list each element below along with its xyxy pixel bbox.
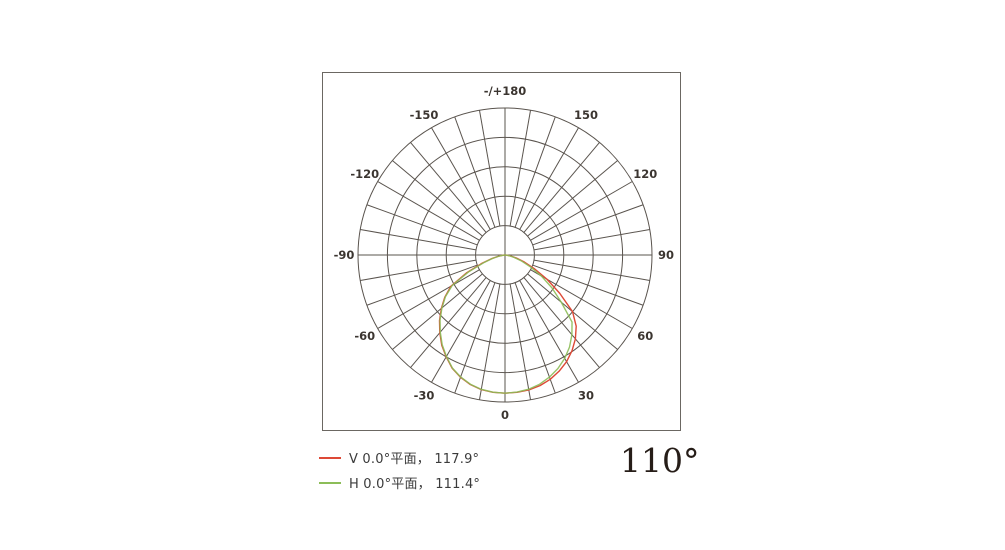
- legend-line-v-icon: [319, 456, 341, 459]
- curve-h: [439, 254, 573, 394]
- angle-tick-0: 0: [501, 408, 509, 422]
- angle-tick--60: -60: [354, 329, 375, 343]
- angle-tick--/+180: -/+180: [484, 84, 527, 98]
- angle-tick--150: -150: [410, 108, 439, 122]
- polar-grid: [357, 107, 653, 403]
- angle-tick-60: 60: [637, 329, 653, 343]
- angle-tick--30: -30: [414, 388, 435, 402]
- legend-item-h: H 0.0°平面， 111.4°: [319, 470, 480, 495]
- polar-chart: -/+180 150 120 90 60 30 0 -30 -60 -90 -120 -150: [323, 73, 680, 430]
- polar-chart-svg: -/+180 150 120 90 60 30 0 -30 -60 -90 -120 -150: [334, 84, 674, 422]
- legend-label-v: V 0.0°平面， 117.9°: [349, 452, 480, 467]
- angle-tick-150: 150: [574, 108, 598, 122]
- angle-tick--90: -90: [334, 248, 355, 262]
- angle-tick-labels: -/+180 150 120 90 60 30 0 -30 -60 -90 -120 -150: [334, 84, 674, 422]
- legend-item-v: V 0.0°平面， 117.9°: [319, 445, 480, 470]
- angle-tick--120: -120: [350, 167, 379, 181]
- angle-tick-30: 30: [578, 388, 594, 402]
- polar-chart-frame: -/+180 150 120 90 60 30 0 -30 -60 -90 -120 -150: [322, 72, 681, 431]
- legend-line-h-icon: [319, 481, 341, 484]
- angle-tick-90: 90: [658, 248, 674, 262]
- beam-angle-value: 110°: [620, 441, 700, 480]
- angle-tick-120: 120: [633, 167, 657, 181]
- legend-label-h: H 0.0°平面， 111.4°: [349, 477, 481, 492]
- legend: V 0.0°平面， 117.9° H 0.0°平面， 111.4°: [319, 445, 480, 495]
